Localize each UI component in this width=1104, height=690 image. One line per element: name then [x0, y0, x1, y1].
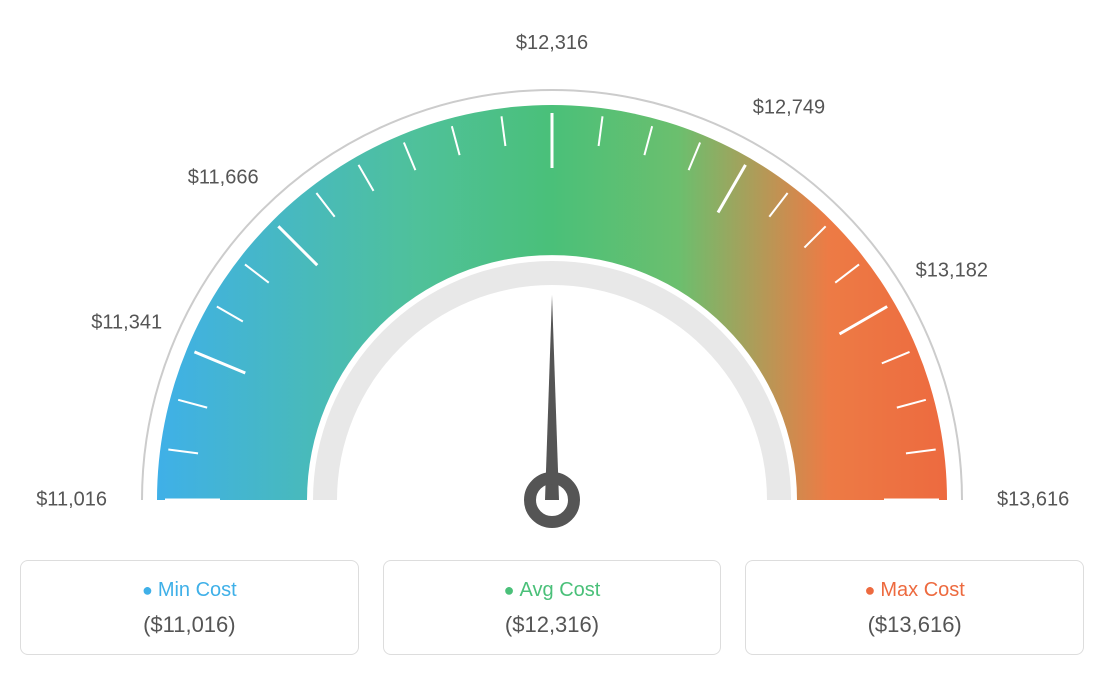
legend-title-max: Max Cost [756, 579, 1073, 602]
legend-title-avg: Avg Cost [394, 579, 711, 602]
legend-value-max: ($13,616) [756, 612, 1073, 638]
legend-card-min: Min Cost ($11,016) [20, 560, 359, 655]
legend-row: Min Cost ($11,016) Avg Cost ($12,316) Ma… [20, 560, 1084, 655]
cost-gauge-widget: $11,016 $11,341 $11,666 $12,316 $12,749 $13,1… [20, 20, 1084, 655]
tick-label: $12,316 [516, 32, 588, 55]
legend-value-min: ($11,016) [31, 612, 348, 638]
legend-card-avg: Avg Cost ($12,316) [383, 560, 722, 655]
legend-title-min: Min Cost [31, 579, 348, 602]
legend-card-max: Max Cost ($13,616) [745, 560, 1084, 655]
gauge-svg [20, 20, 1084, 550]
tick-label: $13,182 [916, 259, 988, 282]
tick-label: $13,616 [997, 489, 1069, 512]
tick-label: $11,341 [91, 311, 162, 334]
tick-label: $11,666 [188, 167, 259, 190]
legend-value-avg: ($12,316) [394, 612, 711, 638]
tick-label: $12,749 [753, 96, 825, 119]
gauge-area: $11,016 $11,341 $11,666 $12,316 $12,749 $13,1… [20, 20, 1084, 550]
tick-label: $11,016 [36, 489, 107, 512]
